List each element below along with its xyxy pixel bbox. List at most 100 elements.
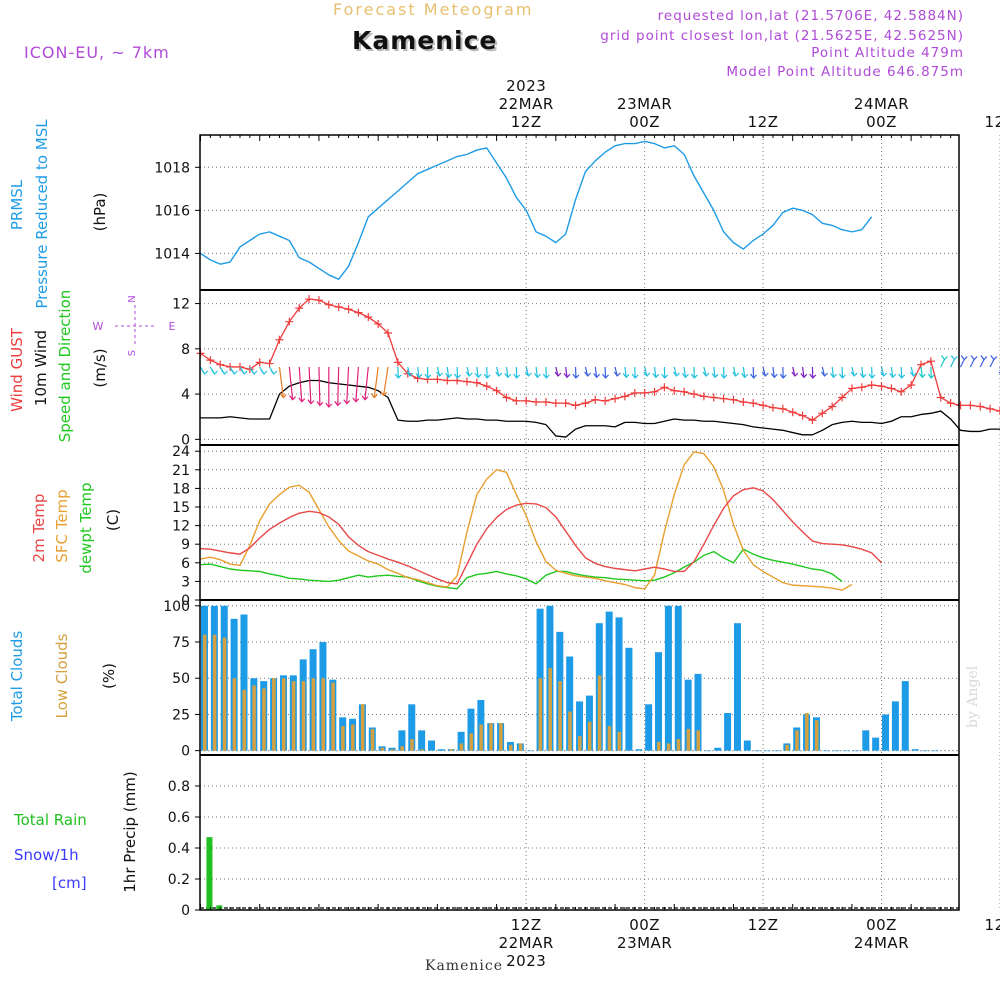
- wind-direction-arrowhead: [918, 372, 926, 379]
- low-cloud-bar: [242, 689, 246, 751]
- wind-direction-arrow: [436, 366, 441, 377]
- wind-gust-marker: [324, 300, 333, 309]
- y-tick-label: 24: [172, 444, 190, 460]
- wind-direction-arrowhead: [770, 372, 778, 379]
- time-label-top: 12Z: [748, 113, 779, 131]
- y-tick-label: 18: [172, 481, 190, 497]
- wind-direction-arrow: [910, 366, 914, 377]
- precip-unit: 1hr Precip (mm): [121, 771, 139, 892]
- total-cloud-bar: [862, 730, 870, 751]
- wind-gust-marker: [541, 398, 550, 407]
- wind-gust-marker: [561, 399, 570, 408]
- low-cloud-bar: [262, 688, 266, 751]
- wind-gust-marker: [709, 393, 718, 402]
- low-cloud-bar: [400, 746, 404, 751]
- wind-direction-arrowhead: [702, 371, 710, 377]
- wind-unit: (m/s): [91, 348, 109, 387]
- low-cloud-bar: [479, 724, 483, 751]
- wind-gust-marker: [601, 396, 610, 405]
- y-tick-label: 12: [172, 297, 190, 313]
- model-point-altitude: Model Point Altitude 646.875m: [726, 64, 964, 80]
- low-cloud-bar: [380, 747, 385, 751]
- total-cloud-bar: [704, 750, 712, 752]
- wind-direction-arrow: [851, 366, 855, 377]
- wind-direction-arrowhead: [741, 372, 749, 379]
- low-cloud-bar: [489, 723, 493, 751]
- wind-direction-arrowhead: [779, 373, 787, 379]
- wind-direction-arrowhead: [690, 373, 698, 379]
- wind-direction-arrow: [337, 366, 340, 406]
- wind-direction-arrowhead: [927, 373, 935, 379]
- total-cloud-bar: [457, 731, 465, 751]
- low-cloud-bar: [607, 726, 612, 751]
- wind-direction-arrow: [417, 366, 420, 378]
- compass-west: W: [93, 320, 104, 333]
- wind-gust-marker: [344, 305, 353, 314]
- time-label-bottom: 00Z: [629, 916, 660, 934]
- wind-direction-arrowhead: [453, 373, 461, 379]
- wind-direction-arrow: [959, 359, 965, 368]
- wind-direction-arrowhead: [465, 371, 473, 377]
- wind-direction-arrowhead: [542, 373, 550, 379]
- low-cloud-bar: [814, 720, 819, 751]
- wind-gust-marker: [295, 304, 304, 313]
- wind-gust-marker: [936, 393, 945, 402]
- wind-direction-arrow: [476, 366, 479, 378]
- wind-gust-marker: [235, 362, 244, 371]
- y-tick-label: 0: [181, 903, 190, 919]
- time-label-top: 22MAR: [499, 95, 554, 113]
- wind-direction-arrowhead: [380, 390, 388, 397]
- wind-direction-arrowhead: [950, 355, 958, 361]
- wind-direction-arrow: [762, 366, 766, 377]
- grid-point-coords: grid point closest lon,lat (21.5625E, 42…: [600, 28, 964, 44]
- total-cloud-bar: [763, 750, 771, 752]
- y-tick-label: 100: [163, 599, 190, 615]
- point-altitude: Point Altitude 479m: [811, 45, 964, 61]
- wind-direction-arrowhead: [681, 372, 689, 379]
- wind-direction-arrow: [505, 366, 509, 378]
- low-cloud-bar: [795, 730, 799, 751]
- wind-direction-arrowhead: [474, 372, 482, 379]
- y-tick-label: 4: [181, 387, 190, 403]
- wind-direction-arrow: [525, 366, 530, 377]
- wind-direction-arrowhead: [643, 371, 651, 377]
- wind-gust-marker: [966, 401, 975, 410]
- wind-direction-arrowhead: [732, 371, 740, 377]
- precip-rain-title: Total Rain: [13, 811, 87, 829]
- time-label-bottom: 12Z: [511, 916, 542, 934]
- wind-gust-marker: [492, 386, 501, 395]
- wind-direction-arrowhead: [260, 369, 268, 375]
- y-tick-label: 1016: [154, 203, 190, 219]
- total-cloud-bar: [615, 617, 623, 751]
- wind-direction-arrow: [308, 366, 312, 404]
- wind-gust-marker: [956, 401, 965, 410]
- rain-bar: [206, 837, 213, 910]
- total-cloud-bar: [724, 712, 732, 751]
- total-cloud-bar: [664, 605, 672, 751]
- low-cloud-bar: [281, 678, 286, 751]
- wind-gust-marker: [433, 375, 442, 384]
- low-cloud-bar: [499, 723, 503, 751]
- wind-gust-marker: [887, 384, 896, 393]
- total-cloud-bar: [655, 652, 663, 751]
- total-cloud-bar: [408, 704, 416, 751]
- wind-direction-arrowhead: [361, 395, 369, 401]
- wind-gust-marker: [620, 392, 629, 401]
- total-cloud-bar: [901, 681, 909, 751]
- wind-gust-marker: [305, 295, 314, 304]
- wind-direction-arrow: [288, 366, 294, 400]
- wind-direction-arrow: [383, 366, 389, 396]
- wind-gust-marker: [314, 296, 323, 305]
- y-tick-label: 3: [181, 574, 190, 590]
- wind-gust-marker: [393, 358, 402, 367]
- low-cloud-bar: [301, 681, 306, 751]
- wind-direction-arrow: [732, 366, 737, 377]
- total-cloud-bar: [842, 750, 850, 752]
- wind-gust-marker: [739, 398, 748, 407]
- wind-direction-arrow: [703, 366, 707, 377]
- wind-direction-arrow: [278, 366, 284, 398]
- wind-direction-arrowhead: [406, 371, 414, 377]
- total-cloud-bar: [467, 708, 475, 751]
- wind-gust-marker: [808, 416, 817, 425]
- wind-direction-arrowhead: [990, 355, 998, 361]
